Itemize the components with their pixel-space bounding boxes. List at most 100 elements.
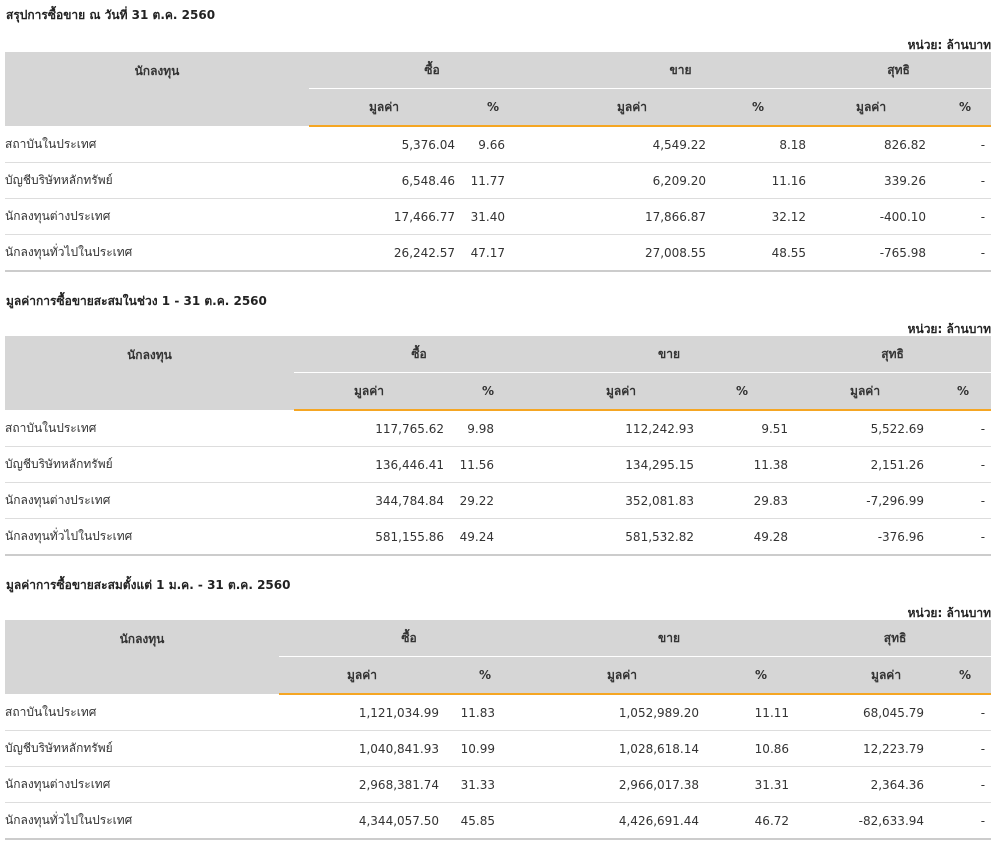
buy-value: 117,765.62	[294, 410, 444, 447]
header-sell-value: มูลค่า	[544, 372, 695, 411]
section-title: มูลค่าการซื้อขายสะสมในช่วง 1 - 31 ต.ค. 2…	[6, 294, 267, 308]
investor-name: สถาบันในประเทศ	[5, 126, 309, 163]
investor-name: นักลงทุนทั่วไปในประเทศ	[5, 802, 279, 840]
investor-name: นักลงทุนต่างประเทศ	[5, 482, 294, 519]
buy-percent: 31.33	[439, 766, 540, 803]
header-investor: นักลงทุน	[5, 336, 294, 411]
net-percent: -	[924, 410, 992, 447]
sell-value: 134,295.15	[544, 446, 695, 483]
sell-value: 4,426,691.44	[539, 802, 700, 840]
header-net: สุทธิ	[799, 620, 992, 657]
buy-value: 2,968,381.74	[279, 766, 439, 803]
header-buy-value: มูลค่า	[294, 372, 444, 411]
sell-percent: 9.51	[694, 410, 795, 447]
net-value: 826.82	[806, 126, 927, 163]
sell-value: 4,549.22	[555, 126, 707, 163]
table-row: สถาบันในประเทศ 5,376.04 9.66 4,549.22 8.…	[5, 126, 992, 163]
header-investor: นักลงทุน	[5, 52, 309, 127]
net-value: 339.26	[806, 162, 927, 199]
buy-percent: 45.85	[439, 802, 540, 840]
table-row: บัญชีบริษัทหลักทรัพย์ 1,040,841.93 10.99…	[5, 730, 992, 767]
table-row: นักลงทุนต่างประเทศ 17,466.77 31.40 17,86…	[5, 198, 992, 235]
sell-percent: 8.18	[706, 126, 807, 163]
buy-percent: 49.24	[444, 518, 545, 556]
header-net: สุทธิ	[794, 336, 992, 373]
net-percent: -	[924, 802, 992, 840]
sell-value: 6,209.20	[555, 162, 707, 199]
sell-value: 1,052,989.20	[539, 694, 700, 731]
net-percent: -	[924, 766, 992, 803]
buy-value: 344,784.84	[294, 482, 444, 519]
net-percent: -	[924, 518, 992, 556]
table-row: บัญชีบริษัทหลักทรัพย์ 6,548.46 11.77 6,2…	[5, 162, 992, 199]
section-title: มูลค่าการซื้อขายสะสมตั้งแต่ 1 ม.ค. - 31 …	[6, 578, 291, 592]
header-buy-percent: %	[455, 88, 556, 127]
header-sell: ขาย	[539, 620, 800, 657]
net-value: 2,364.36	[799, 766, 925, 803]
buy-value: 1,121,034.99	[279, 694, 439, 731]
table-row: นักลงทุนทั่วไปในประเทศ 26,242.57 47.17 2…	[5, 234, 992, 272]
sell-percent: 31.31	[699, 766, 800, 803]
net-value: 12,223.79	[799, 730, 925, 767]
net-percent: -	[924, 730, 992, 767]
table-row: นักลงทุนต่างประเทศ 344,784.84 29.22 352,…	[5, 482, 992, 519]
header-buy-percent: %	[444, 372, 545, 411]
sell-value: 581,532.82	[544, 518, 695, 556]
buy-value: 6,548.46	[309, 162, 455, 199]
buy-value: 136,446.41	[294, 446, 444, 483]
table-row: นักลงทุนทั่วไปในประเทศ 581,155.86 49.24 …	[5, 518, 992, 556]
net-percent: -	[926, 162, 992, 199]
buy-value: 1,040,841.93	[279, 730, 439, 767]
header-buy: ซื้อ	[309, 52, 556, 89]
buy-percent: 11.83	[439, 694, 540, 731]
net-percent: -	[926, 126, 992, 163]
investor-name: นักลงทุนทั่วไปในประเทศ	[5, 234, 309, 272]
investor-name: นักลงทุนต่างประเทศ	[5, 766, 279, 803]
net-value: -376.96	[794, 518, 925, 556]
table-row: สถาบันในประเทศ 117,765.62 9.98 112,242.9…	[5, 410, 992, 447]
net-percent: -	[924, 446, 992, 483]
investor-name: นักลงทุนต่างประเทศ	[5, 198, 309, 235]
header-net-value: มูลค่า	[794, 372, 925, 411]
buy-percent: 31.40	[455, 198, 556, 235]
net-value: 2,151.26	[794, 446, 925, 483]
table-row: นักลงทุนทั่วไปในประเทศ 4,344,057.50 45.8…	[5, 802, 992, 840]
header-buy-value: มูลค่า	[279, 656, 439, 695]
buy-percent: 9.66	[455, 126, 556, 163]
sell-percent: 32.12	[706, 198, 807, 235]
sell-percent: 49.28	[694, 518, 795, 556]
header-net-value: มูลค่า	[806, 88, 927, 127]
header-net-percent: %	[924, 656, 992, 695]
trading-table: นักลงทุน ซื้อ ขาย สุทธิ มูลค่า % มูลค่า …	[5, 52, 992, 272]
unit-label: หน่วย: ล้านบาท	[907, 38, 991, 52]
investor-name: สถาบันในประเทศ	[5, 410, 294, 447]
header-net-percent: %	[926, 88, 992, 127]
sell-percent: 11.38	[694, 446, 795, 483]
net-value: 5,522.69	[794, 410, 925, 447]
trading-table: นักลงทุน ซื้อ ขาย สุทธิ มูลค่า % มูลค่า …	[5, 336, 992, 556]
header-sell-percent: %	[699, 656, 800, 695]
net-percent: -	[924, 694, 992, 731]
header-net-value: มูลค่า	[799, 656, 925, 695]
sell-value: 112,242.93	[544, 410, 695, 447]
header-sell-percent: %	[706, 88, 807, 127]
sell-percent: 11.16	[706, 162, 807, 199]
net-value: -765.98	[806, 234, 927, 272]
header-sell-value: มูลค่า	[555, 88, 707, 127]
sell-value: 27,008.55	[555, 234, 707, 272]
net-percent: -	[924, 482, 992, 519]
unit-label: หน่วย: ล้านบาท	[907, 322, 991, 336]
sell-value: 1,028,618.14	[539, 730, 700, 767]
buy-percent: 29.22	[444, 482, 545, 519]
investor-name: บัญชีบริษัทหลักทรัพย์	[5, 446, 294, 483]
header-buy: ซื้อ	[294, 336, 545, 373]
sell-percent: 29.83	[694, 482, 795, 519]
header-buy-percent: %	[439, 656, 540, 695]
buy-percent: 9.98	[444, 410, 545, 447]
header-sell: ขาย	[544, 336, 795, 373]
buy-value: 581,155.86	[294, 518, 444, 556]
sell-value: 17,866.87	[555, 198, 707, 235]
table-row: บัญชีบริษัทหลักทรัพย์ 136,446.41 11.56 1…	[5, 446, 992, 483]
header-investor: นักลงทุน	[5, 620, 279, 695]
section-title: สรุปการซื้อขาย ณ วันที่ 31 ต.ค. 2560	[6, 8, 216, 22]
